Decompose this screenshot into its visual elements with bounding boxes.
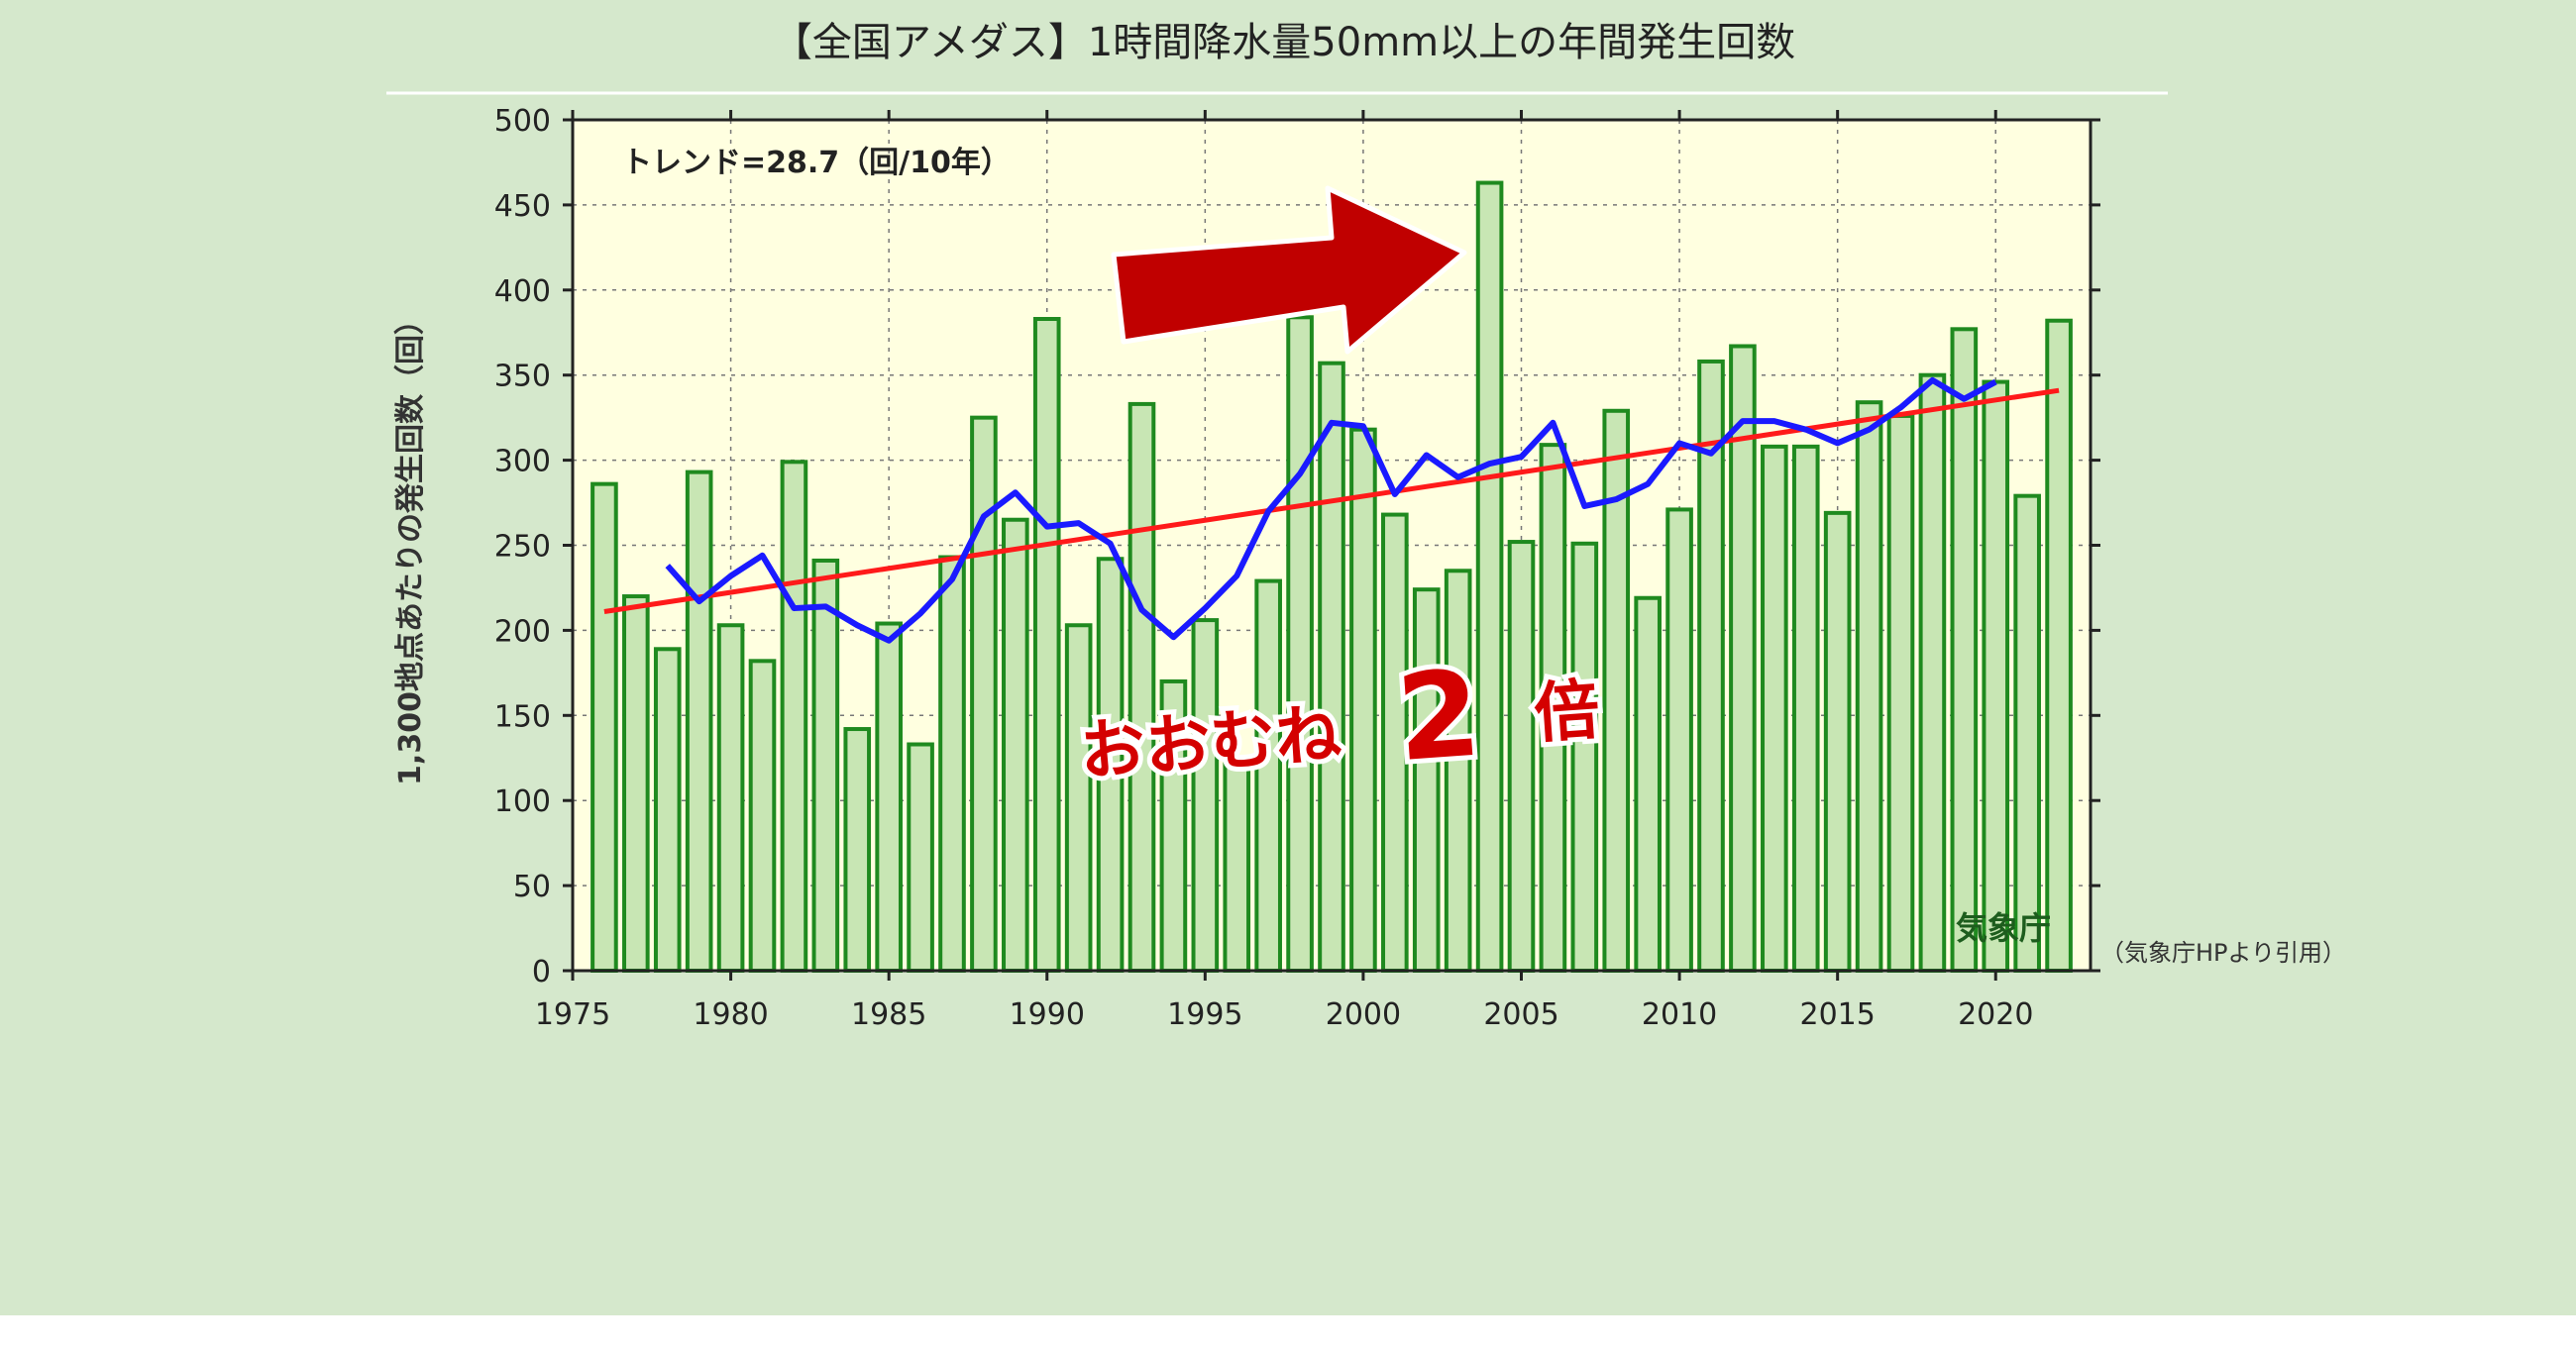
x-tick-label: 2005 — [1483, 997, 1558, 1032]
bar — [1634, 595, 1662, 973]
bar — [1761, 444, 1788, 973]
bar — [685, 469, 713, 973]
line-layer — [603, 376, 2060, 644]
bar-series — [590, 180, 2073, 974]
bar — [1475, 180, 1504, 974]
annual-occurrence-chart: 【全国アメダス】1時間降水量50mm以上の年間発生回数 0 50 100 150 200… — [386, 20, 2346, 1032]
bar — [622, 594, 650, 973]
moving-average-line — [665, 376, 1997, 644]
trend-line — [603, 387, 2060, 614]
bar — [1191, 618, 1220, 973]
y-tick-label: 200 — [494, 614, 551, 649]
y-tick-label: 400 — [494, 274, 551, 309]
x-tick-label: 2020 — [1958, 997, 2033, 1032]
agency-mark: 気象庁 — [1956, 909, 2051, 947]
y-tick-label: 300 — [494, 445, 551, 479]
x-tick-label: 2000 — [1326, 997, 1401, 1032]
bar — [590, 481, 618, 973]
chart-title: 【全国アメダス】1時間降水量50mm以上の年間発生回数 — [773, 20, 1795, 65]
bar — [1507, 540, 1536, 974]
bar — [875, 621, 903, 973]
bar — [970, 415, 998, 973]
bar — [1223, 759, 1251, 973]
y-tick-label: 450 — [494, 189, 551, 224]
x-tick-label: 2015 — [1799, 997, 1875, 1032]
x-tick-label: 1995 — [1167, 997, 1242, 1032]
bar — [2045, 318, 2073, 973]
bar — [2013, 493, 2041, 973]
y-tick-label: 0 — [532, 955, 551, 989]
bar — [1950, 327, 1979, 973]
bar — [1886, 413, 1915, 973]
y-tick-label: 350 — [494, 360, 551, 394]
x-tick-label: 1985 — [851, 997, 926, 1032]
bar — [1064, 623, 1093, 973]
callout-number: 2 — [1393, 646, 1485, 788]
bar — [1032, 317, 1061, 974]
bar — [653, 647, 682, 973]
bar — [907, 742, 934, 973]
y-axis-label: 1,300地点あたりの発生回数（回） — [393, 305, 428, 785]
x-tick-label: 1980 — [693, 997, 768, 1032]
y-tick-label: 150 — [494, 699, 551, 734]
axes: 0 50 100 150 200 250 300 350 400 450 500 1975 1980 19… — [494, 104, 2100, 1032]
x-tick-label: 1975 — [535, 997, 610, 1032]
y-tick-label: 500 — [494, 104, 551, 139]
bar — [1665, 507, 1693, 973]
bar — [1918, 372, 1947, 973]
bar — [1570, 541, 1599, 973]
bar — [843, 727, 872, 973]
y-tick-label: 50 — [513, 870, 551, 904]
bar — [1002, 517, 1029, 973]
bar — [780, 460, 808, 973]
bar — [716, 623, 745, 973]
chart-panel: 【全国アメダス】1時間降水量50mm以上の年間発生回数 0 50 100 150 200… — [0, 0, 2576, 1315]
bar — [1823, 510, 1852, 973]
y-tick-label: 100 — [494, 784, 551, 819]
increase-arrow-icon — [1111, 185, 1467, 355]
bar — [1286, 315, 1314, 973]
source-note: （気象庁HPより引用） — [2100, 939, 2346, 967]
bar — [811, 558, 840, 973]
bar — [1855, 400, 1883, 973]
y-tick-label: 250 — [494, 530, 551, 565]
bar — [1318, 361, 1345, 973]
bar — [1982, 379, 2010, 973]
bar — [748, 659, 777, 973]
bar — [938, 555, 966, 973]
x-tick-label: 1990 — [1010, 997, 1085, 1032]
x-tick-label: 2010 — [1642, 997, 1717, 1032]
callout-suffix: 倍 — [1532, 672, 1602, 752]
trend-annotation: トレンド=28.7（回/10年） — [622, 146, 1011, 180]
bar — [1127, 401, 1156, 973]
bar — [1349, 427, 1377, 973]
bar — [1791, 444, 1820, 973]
